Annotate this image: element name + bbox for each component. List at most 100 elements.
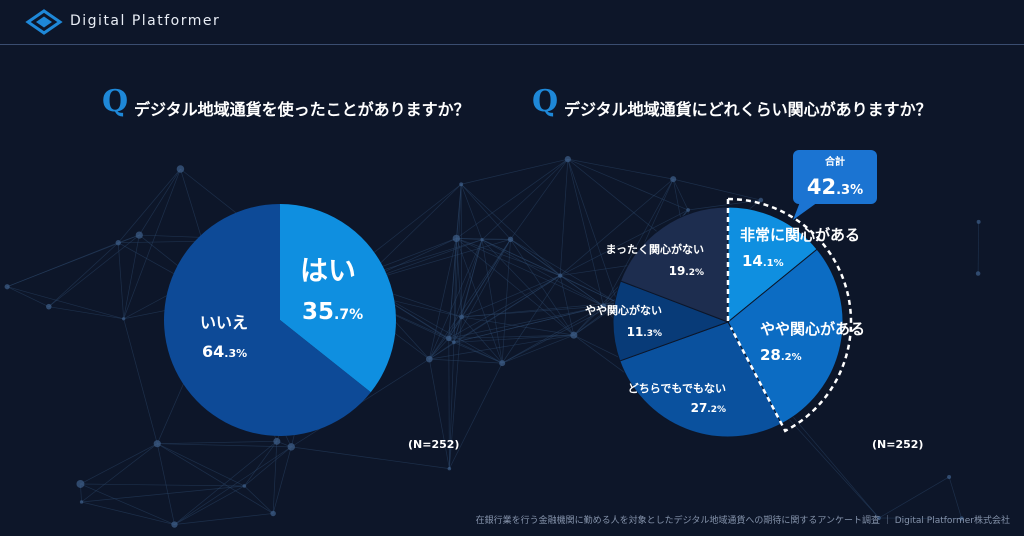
slice-label-no: いいえ [200,313,248,332]
callout-label: 合計 [824,155,845,168]
network-line [448,338,450,469]
network-node [670,176,677,183]
network-line [291,446,450,469]
network-node [135,231,143,239]
network-line [560,209,689,276]
network-node [76,479,85,488]
network-line [48,242,119,307]
network-line [429,338,450,360]
network-line [461,239,511,318]
interest-highlight-outline [727,197,853,433]
network-line [461,316,574,336]
network-line [157,443,292,448]
network-line [174,446,292,525]
network-line [573,302,618,336]
network-line [138,168,181,236]
network-line [481,239,503,364]
network-line [174,513,274,525]
network-line [48,234,140,307]
network-line [448,275,561,339]
network-line [878,476,950,519]
callout-pointer [793,202,818,220]
network-node [959,516,964,521]
slice-value-no: 64.3% [202,342,247,361]
network-line [80,483,245,487]
network-line [481,239,575,336]
network-node [600,303,607,309]
callout-box [793,150,877,204]
network-line [460,184,511,240]
network-line [448,305,604,339]
network-node [570,331,578,339]
network-node [447,466,452,471]
network-line [461,305,604,318]
q-icon: Q [102,84,129,119]
slice-label-somewhat-interested: やや関心がある [760,320,865,338]
network-line [7,286,124,320]
network-node [46,303,52,310]
network-line [559,159,569,276]
network-line [157,443,274,514]
network-line [117,242,125,319]
network-line [456,238,575,336]
network-line [878,517,962,519]
network-node [287,443,295,451]
network-node [558,273,563,278]
network-line [157,440,277,445]
network-line [453,238,457,343]
network-node [459,182,464,187]
callout-value: 42.3% [807,175,863,199]
network-node [976,219,981,224]
network-line [510,239,561,276]
network-line [428,359,450,469]
network-line [429,239,511,360]
slice-label-very-interested: 非常に関心がある [740,226,860,244]
network-line [502,305,604,364]
network-line [157,443,245,487]
network-node [947,474,952,479]
network-line [559,178,674,276]
network-line [244,485,274,514]
q-icon: Q [532,84,559,119]
network-line [603,178,674,307]
network-line [567,158,689,211]
network-node [4,284,10,290]
header-bar: Digital Platformer [0,0,1024,45]
network-node [758,197,764,203]
pie-chart-interest: 合計 42.3% 非常に関心がある 14.1% やや関心がある 28.2% どちらでもでもな… [585,150,877,438]
network-line [453,239,511,343]
network-line [174,485,245,525]
network-line [776,397,880,519]
network-line [449,316,462,469]
network-node [176,165,185,173]
logo-icon [25,9,63,35]
network-node [499,360,506,367]
network-line [456,238,503,364]
network-node [122,317,126,321]
network-line [117,168,181,243]
network-line [461,316,503,364]
network-line [272,446,292,514]
network-line [80,483,175,525]
network-line [7,286,49,307]
pie-slice-yes [280,204,396,393]
network-line [448,334,574,339]
network-line [977,221,979,274]
slice-value-very-interested: 14.1% [742,252,784,270]
slice-value-somewhat-interested: 28.2% [760,346,802,364]
footer-credit: 在銀行業を行う金融機関に勤める人を対象としたデジタル地域通貨への期待に関するアン… [475,516,1010,526]
network-node [426,355,433,363]
network-node [459,314,464,320]
network-node [270,510,276,517]
network-line [567,159,604,307]
network-line [123,168,181,319]
sample-size-label: (N=252) [408,438,460,451]
network-line [81,443,158,503]
network-line [481,239,618,303]
pie-slice-no [163,204,371,436]
network-line [456,158,569,239]
network-line [948,476,962,519]
network-node [446,335,452,342]
network-node [452,234,461,243]
network-node [79,500,84,504]
